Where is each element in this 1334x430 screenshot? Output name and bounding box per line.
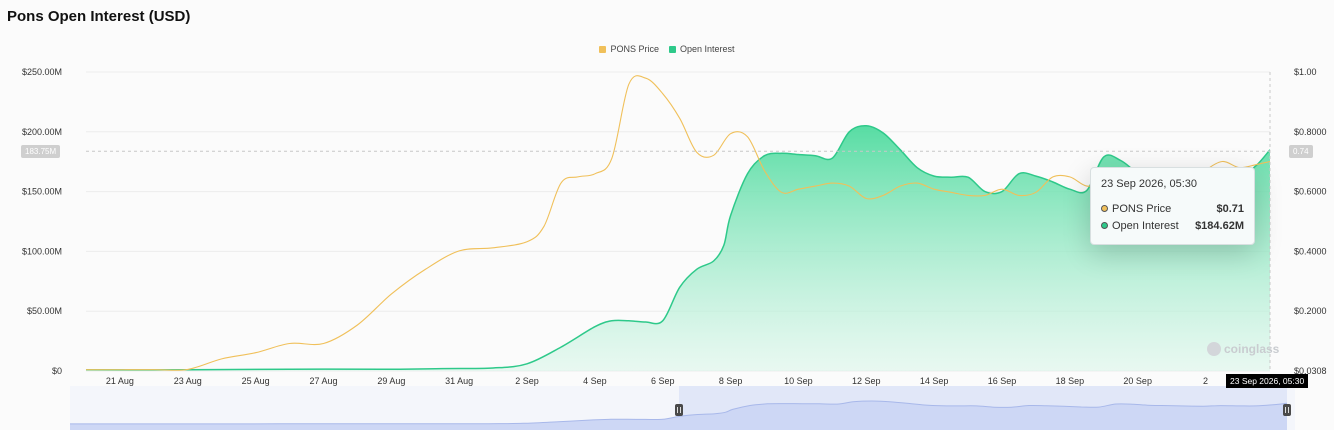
x-tick-label: 8 Sep — [719, 376, 743, 386]
crosshair-right-label: 0.74 — [1289, 145, 1313, 158]
x-tick-label: 18 Sep — [1056, 376, 1085, 386]
tooltip-value-price: $0.71 — [1216, 202, 1244, 215]
navigator-area — [70, 401, 1287, 430]
tooltip-dot-price — [1101, 205, 1108, 212]
legend-swatch-oi — [668, 45, 676, 53]
tooltip-label-price: PONS Price — [1112, 202, 1172, 215]
tooltip-row-oi: Open Interest $184.62M — [1101, 217, 1244, 234]
range-navigator — [70, 386, 1295, 430]
y-right-tick-label: $0.6000 — [1294, 187, 1327, 197]
x-tick-label: 14 Sep — [920, 376, 949, 386]
x-tick-label: 29 Aug — [377, 376, 405, 386]
legend-item-price[interactable]: PONS Price — [599, 44, 659, 54]
x-tick-label: 4 Sep — [583, 376, 607, 386]
navigator-handle-right[interactable] — [1283, 404, 1291, 416]
watermark: coinglass — [1207, 342, 1279, 356]
x-tick-label: 27 Aug — [309, 376, 337, 386]
x-tick-label: 25 Aug — [242, 376, 270, 386]
x-tick-label: 2 Sep — [515, 376, 539, 386]
axes: $0 $0.0308 $50.00M $0.2000 $100.00M $0.4000 $1… — [22, 67, 1327, 386]
y-right-tick-label: $0.4000 — [1294, 246, 1327, 256]
y-right-tick-label: $0.2000 — [1294, 306, 1327, 316]
y-left-tick-label: $150.00M — [22, 187, 62, 197]
legend: PONS Price Open Interest — [0, 44, 1334, 54]
legend-item-oi[interactable]: Open Interest — [668, 44, 735, 54]
y-left-tick-label: $250.00M — [22, 67, 62, 77]
legend-label-price: PONS Price — [610, 44, 659, 54]
y-right-tick-label: $0.8000 — [1294, 127, 1327, 137]
x-tick-label: 20 Sep — [1123, 376, 1152, 386]
tooltip: 23 Sep 2026, 05:30 PONS Price $0.71 Open… — [1090, 167, 1255, 245]
legend-swatch-price — [599, 45, 607, 53]
crosshair-left-label: 183.75M — [21, 145, 61, 158]
tooltip-label-oi: Open Interest — [1112, 219, 1179, 232]
open-interest-area — [86, 125, 1270, 371]
y-left-tick-label: $0 — [52, 366, 62, 376]
tooltip-value-oi: $184.62M — [1195, 219, 1244, 232]
x-tick-label: 23 Aug — [174, 376, 202, 386]
x-tick-label: 6 Sep — [651, 376, 675, 386]
y-right-tick-label: $1.00 — [1294, 67, 1317, 77]
y-left-tick-label: $100.00M — [22, 246, 62, 256]
y-left-tick-label: $50.00M — [27, 306, 62, 316]
y-right-tick-label: $0.0308 — [1294, 366, 1327, 376]
legend-label-oi: Open Interest — [679, 44, 735, 54]
y-left-tick-label: $200.00M — [22, 127, 62, 137]
tooltip-date: 23 Sep 2026, 05:30 — [1101, 178, 1198, 190]
chart-title: Pons Open Interest (USD) — [7, 8, 191, 25]
watermark-text: coinglass — [1224, 342, 1280, 356]
x-tick-label: 10 Sep — [784, 376, 813, 386]
crosshair-date-label: 23 Sep 2026, 05:30 — [1226, 374, 1309, 388]
x-tick-label: 2 — [1203, 376, 1208, 386]
navigator-handle-left[interactable] — [675, 404, 683, 416]
x-tick-label: 16 Sep — [988, 376, 1017, 386]
x-tick-label: 31 Aug — [445, 376, 473, 386]
tooltip-dot-oi — [1101, 222, 1108, 229]
coinglass-logo-icon — [1207, 342, 1221, 356]
tooltip-row-price: PONS Price $0.71 — [1101, 200, 1244, 217]
x-tick-label: 21 Aug — [106, 376, 134, 386]
x-tick-label: 12 Sep — [852, 376, 881, 386]
navigator-line — [70, 400, 1288, 425]
